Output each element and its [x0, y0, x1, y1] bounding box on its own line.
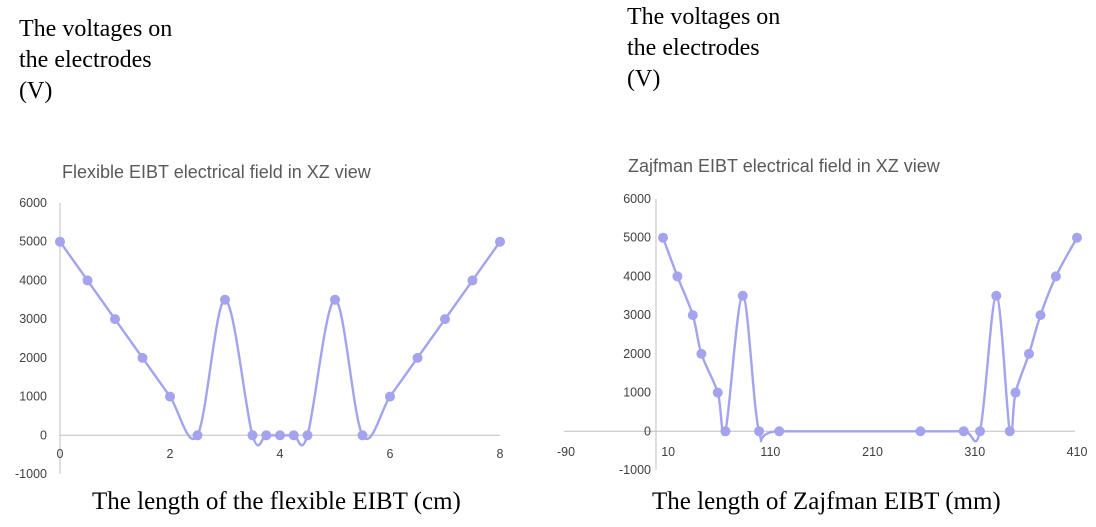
left-x-tick-label: 2 — [167, 447, 174, 461]
left-chart: Flexible EIBT electrical field in XZ vie… — [15, 162, 505, 481]
left-y-tick-label: -1000 — [15, 467, 47, 481]
right-y-tick-label: 4000 — [623, 269, 651, 283]
right-y-axis-label: The voltages on the electrodes (V) — [627, 2, 780, 95]
left-chart-title: Flexible EIBT electrical field in XZ vie… — [62, 162, 372, 182]
right-series-line — [661, 237, 1079, 443]
right-data-point — [737, 290, 748, 301]
left-y-tick-label: 5000 — [19, 235, 47, 249]
right-x-tick-label: 210 — [862, 445, 883, 459]
right-y-tick-label: 0 — [644, 424, 651, 438]
right-x-tick-label: -90 — [557, 445, 575, 459]
right-data-point — [1004, 426, 1015, 437]
left-data-point — [357, 430, 368, 441]
left-y-tick-label: 2000 — [19, 351, 47, 365]
right-chart-title: Zajfman EIBT electrical field in XZ view — [628, 156, 941, 176]
right-y-tick-label: 5000 — [623, 231, 651, 245]
right-x-tick-label: 10 — [661, 445, 675, 459]
right-x-axis-label: The length of Zajfman EIBT (mm) — [652, 488, 1001, 515]
right-data-point — [712, 387, 723, 398]
left-y-tick-label: 0 — [40, 428, 47, 442]
left-x-axis-label: The length of the flexible EIBT (cm) — [92, 488, 461, 515]
right-data-point — [958, 426, 969, 437]
left-data-point — [110, 314, 120, 325]
left-series-line — [59, 241, 501, 447]
left-data-point — [137, 352, 148, 363]
left-x-tick-label: 4 — [277, 447, 284, 461]
right-data-point — [696, 348, 707, 359]
left-data-point — [275, 430, 285, 441]
right-y-tick-label: -1000 — [619, 463, 651, 477]
left-data-point — [247, 430, 258, 441]
left-data-point — [165, 391, 175, 402]
right-data-point — [658, 232, 668, 243]
right-y-tick-label: 3000 — [623, 308, 651, 322]
right-data-point — [991, 290, 1002, 301]
right-y-label-line-2: the electrodes — [627, 35, 760, 61]
right-y-tick-label: 2000 — [623, 347, 651, 361]
left-data-point — [82, 275, 93, 286]
left-data-point — [302, 430, 313, 441]
left-data-point — [55, 236, 65, 247]
left-y-tick-label: 4000 — [19, 273, 47, 287]
left-y-tick-label: 6000 — [19, 196, 47, 210]
left-data-point — [330, 294, 340, 305]
left-y-label-line-2: the electrodes — [19, 47, 152, 73]
right-data-point — [774, 426, 785, 437]
left-data-point — [288, 430, 299, 441]
left-data-point — [385, 391, 395, 402]
left-y-tick-label: 1000 — [19, 390, 47, 404]
left-y-tick-label: 3000 — [19, 312, 47, 326]
right-data-point — [687, 310, 698, 321]
left-data-point — [495, 236, 505, 247]
right-data-point — [754, 426, 765, 437]
left-x-tick-label: 0 — [57, 447, 64, 461]
left-data-point — [467, 275, 478, 286]
right-data-point — [720, 426, 731, 437]
right-data-point — [1050, 271, 1061, 282]
left-x-tick-label: 8 — [497, 447, 504, 461]
left-data-point — [440, 314, 450, 325]
right-data-point — [672, 271, 683, 282]
right-data-point — [1072, 232, 1082, 243]
right-x-tick-label: 310 — [964, 445, 985, 459]
right-y-label-line-1: The voltages on — [627, 4, 781, 30]
right-x-tick-label: 410 — [1067, 445, 1088, 459]
left-data-point — [220, 294, 230, 305]
right-y-tick-label: 6000 — [623, 192, 651, 206]
left-y-label-line-1: The voltages on — [19, 16, 173, 42]
right-y-label-line-3: (V) — [627, 66, 661, 92]
left-data-point — [261, 430, 272, 441]
right-data-point — [1023, 348, 1034, 359]
right-y-tick-label: 1000 — [623, 386, 651, 400]
right-data-point — [915, 426, 926, 437]
left-data-point — [192, 430, 203, 441]
left-data-point — [412, 352, 423, 363]
right-chart: Zajfman EIBT electrical field in XZ view… — [557, 156, 1088, 477]
left-y-axis-label: The voltages on the electrodes (V) — [19, 14, 172, 107]
left-y-label-line-3: (V) — [19, 78, 53, 104]
right-data-point — [1010, 387, 1021, 398]
left-x-tick-label: 6 — [387, 447, 394, 461]
right-x-tick-label: 110 — [760, 445, 780, 459]
right-data-point — [974, 426, 985, 437]
right-data-point — [1035, 310, 1046, 321]
